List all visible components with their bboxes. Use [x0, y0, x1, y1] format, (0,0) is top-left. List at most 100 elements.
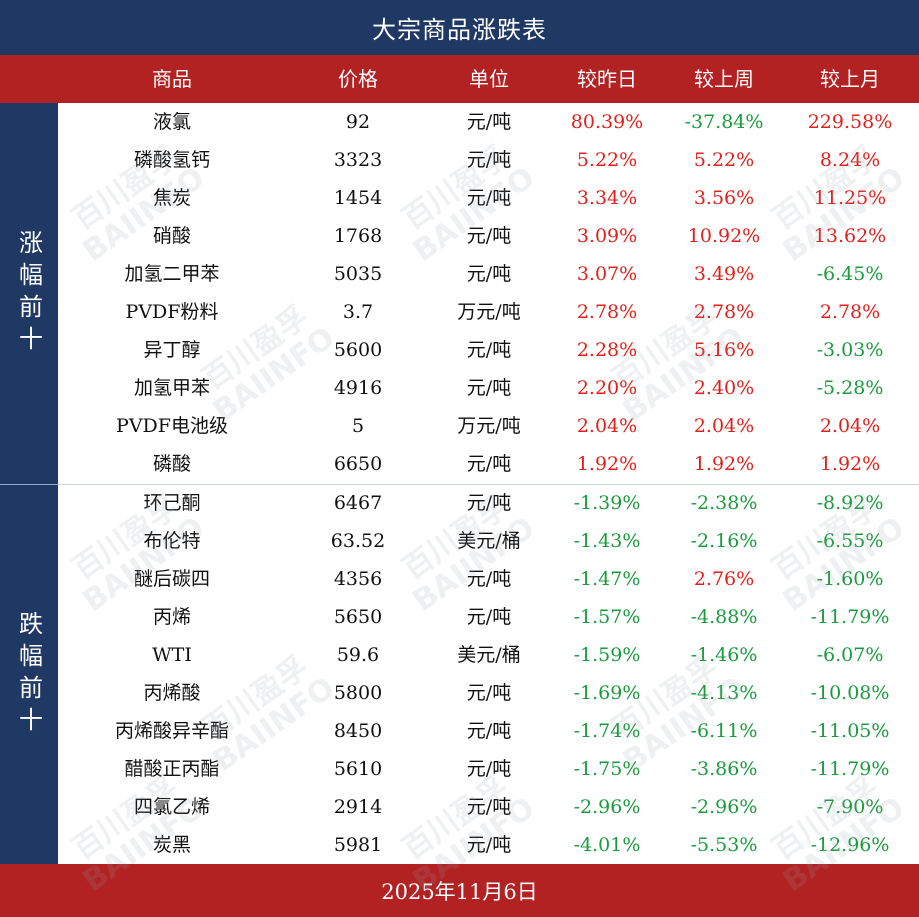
change-vs-yesterday: 3.34% — [576, 187, 638, 209]
change-vs-last-week: -6.11% — [690, 720, 758, 742]
unit-cell: 元/吨 — [466, 225, 512, 247]
commodity-name: PVDF粉料 — [125, 301, 219, 323]
table-row: 醋酸正丙酯 5610 元/吨 -1.75% -3.86% -11.79% — [58, 750, 919, 788]
table-row: 硝酸 1768 元/吨 3.09% 10.92% 13.62% — [58, 217, 919, 255]
change-vs-last-week: 3.49% — [693, 263, 755, 285]
commodity-name: PVDF电池级 — [116, 415, 228, 437]
change-vs-last-month: -6.45% — [816, 263, 884, 285]
header-vs-last-week: 较上周 — [694, 67, 754, 91]
change-vs-last-week: -2.16% — [690, 530, 758, 552]
change-vs-last-month: -11.79% — [810, 758, 890, 780]
change-vs-last-month: -12.96% — [810, 834, 890, 856]
change-vs-yesterday: -1.69% — [573, 682, 641, 704]
change-vs-yesterday: -1.75% — [573, 758, 641, 780]
unit-cell: 元/吨 — [466, 758, 512, 780]
change-vs-yesterday: -1.47% — [573, 568, 641, 590]
group-divider — [58, 484, 919, 485]
table-row: 加氢二甲苯 5035 元/吨 3.07% 3.49% -6.45% — [58, 255, 919, 293]
change-vs-last-month: -6.07% — [816, 644, 884, 666]
price-cell: 92 — [345, 111, 371, 133]
change-vs-yesterday: 5.22% — [576, 149, 638, 171]
price-cell: 8450 — [333, 720, 383, 742]
commodity-name: WTI — [152, 644, 192, 666]
commodity-table: 液氯 92 元/吨 80.39% -37.84% 229.58% 磷酸氢钙 3323 元/吨 5.… — [58, 103, 919, 864]
unit-cell: 元/吨 — [466, 682, 512, 704]
change-vs-last-month: 1.92% — [819, 453, 881, 475]
change-vs-yesterday: -1.57% — [573, 606, 641, 628]
change-vs-last-month: 2.78% — [819, 301, 881, 323]
table-row: 焦炭 1454 元/吨 3.34% 3.56% 11.25% — [58, 179, 919, 217]
unit-cell: 元/吨 — [466, 263, 512, 285]
price-cell: 5981 — [333, 834, 383, 856]
change-vs-last-week: -2.38% — [690, 492, 758, 514]
change-vs-last-week: 10.92% — [687, 225, 761, 247]
table-row: 丙烯酸异辛酯 8450 元/吨 -1.74% -6.11% -11.05% — [58, 712, 919, 750]
column-header-row: 商品 价格 单位 较昨日 较上周 较上月 — [0, 55, 919, 103]
change-vs-last-month: -7.90% — [816, 796, 884, 818]
price-cell: 6467 — [333, 492, 383, 514]
header-name: 商品 — [152, 67, 192, 91]
date-footer: 2025年11月6日 — [0, 864, 919, 917]
unit-cell: 万元/吨 — [457, 415, 521, 437]
unit-cell: 元/吨 — [466, 339, 512, 361]
change-vs-last-week: 2.76% — [693, 568, 755, 590]
table-row: 异丁醇 5600 元/吨 2.28% 5.16% -3.03% — [58, 331, 919, 369]
price-cell: 6650 — [333, 453, 383, 475]
unit-cell: 元/吨 — [466, 796, 512, 818]
change-vs-last-week: 5.16% — [693, 339, 755, 361]
table-row: 环己酮 6467 元/吨 -1.39% -2.38% -8.92% — [58, 484, 919, 522]
table-row: 加氢甲苯 4916 元/吨 2.20% 2.40% -5.28% — [58, 369, 919, 407]
change-vs-last-week: 2.04% — [693, 415, 755, 437]
change-vs-last-week: 2.78% — [693, 301, 755, 323]
price-cell: 1454 — [333, 187, 383, 209]
change-vs-last-week: -1.46% — [690, 644, 758, 666]
table-row: 布伦特 63.52 美元/桶 -1.43% -2.16% -6.55% — [58, 522, 919, 560]
table-row: 丙烯酸 5800 元/吨 -1.69% -4.13% -10.08% — [58, 674, 919, 712]
price-cell: 5610 — [333, 758, 383, 780]
table-row: 四氯乙烯 2914 元/吨 -2.96% -2.96% -7.90% — [58, 788, 919, 826]
price-cell: 63.52 — [330, 530, 386, 552]
change-vs-yesterday: -1.74% — [573, 720, 641, 742]
commodity-name: 加氢甲苯 — [133, 377, 210, 399]
price-cell: 5600 — [333, 339, 383, 361]
change-vs-yesterday: -1.59% — [573, 644, 641, 666]
price-cell: 5035 — [333, 263, 383, 285]
price-cell: 4916 — [333, 377, 383, 399]
change-vs-yesterday: 80.39% — [570, 111, 644, 133]
change-vs-yesterday: 2.20% — [576, 377, 638, 399]
price-cell: 1768 — [333, 225, 383, 247]
change-vs-last-month: -6.55% — [816, 530, 884, 552]
unit-cell: 万元/吨 — [457, 301, 521, 323]
change-vs-last-month: -10.08% — [810, 682, 890, 704]
group-label-top-gainers: 涨幅前十 — [0, 103, 58, 484]
price-cell: 59.6 — [336, 644, 380, 666]
change-vs-last-week: -4.88% — [690, 606, 758, 628]
unit-cell: 美元/桶 — [457, 530, 521, 552]
change-vs-last-month: -8.92% — [816, 492, 884, 514]
commodity-name: 丙烯酸异辛酯 — [114, 720, 229, 742]
change-vs-last-week: 3.56% — [693, 187, 755, 209]
group-label-top-losers: 跌幅前十 — [0, 484, 58, 865]
commodity-name: 炭黑 — [152, 834, 191, 856]
header-vs-yesterday: 较昨日 — [577, 67, 637, 91]
table-title: 大宗商品涨跌表 — [0, 0, 919, 55]
change-vs-yesterday: -4.01% — [573, 834, 641, 856]
commodity-name: 磷酸 — [152, 453, 191, 475]
unit-cell: 元/吨 — [466, 187, 512, 209]
change-vs-last-month: -11.05% — [810, 720, 890, 742]
change-vs-last-month: 11.25% — [813, 187, 887, 209]
commodity-name: 焦炭 — [152, 187, 191, 209]
commodity-name: 液氯 — [152, 111, 191, 133]
change-vs-yesterday: 3.09% — [576, 225, 638, 247]
change-vs-last-month: 8.24% — [819, 149, 881, 171]
table-row: 丙烯 5650 元/吨 -1.57% -4.88% -11.79% — [58, 598, 919, 636]
unit-cell: 元/吨 — [466, 453, 512, 475]
unit-cell: 元/吨 — [466, 492, 512, 514]
change-vs-last-month: 229.58% — [807, 111, 893, 133]
change-vs-last-week: -37.84% — [684, 111, 764, 133]
unit-cell: 元/吨 — [466, 111, 512, 133]
unit-cell: 元/吨 — [466, 149, 512, 171]
commodity-name: 四氯乙烯 — [133, 796, 210, 818]
commodity-name: 丙烯 — [152, 606, 191, 628]
commodity-name: 醋酸正丙酯 — [124, 758, 220, 780]
